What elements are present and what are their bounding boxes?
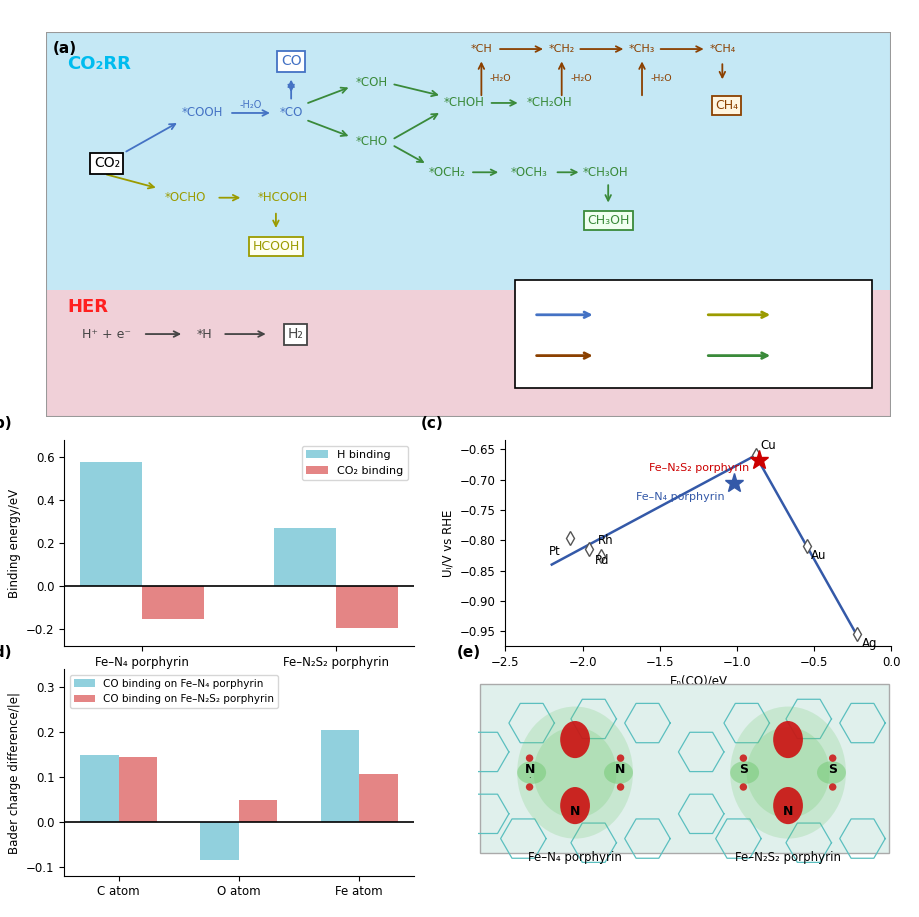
Text: -H₂O: -H₂O — [239, 100, 262, 110]
Bar — [516, 280, 872, 388]
Text: CH₃OH: CH₃OH — [788, 349, 830, 362]
Ellipse shape — [617, 755, 624, 762]
X-axis label: Eₙ(CO)/eV: Eₙ(CO)/eV — [669, 675, 728, 688]
Text: H⁺ + e⁻: H⁺ + e⁻ — [83, 327, 131, 340]
Bar — [46, 32, 891, 290]
Text: *CH₂: *CH₂ — [549, 44, 574, 54]
Text: CH₃OH: CH₃OH — [587, 215, 630, 227]
Text: CO: CO — [281, 54, 301, 69]
Ellipse shape — [829, 755, 836, 762]
Ellipse shape — [561, 721, 590, 758]
Text: -H₂O: -H₂O — [571, 73, 592, 83]
Ellipse shape — [731, 706, 845, 838]
Ellipse shape — [773, 721, 803, 758]
Bar — [200, 822, 239, 860]
Text: *COOH: *COOH — [182, 106, 223, 119]
Text: Rh: Rh — [598, 534, 614, 547]
Text: CO₂: CO₂ — [94, 156, 119, 170]
Text: Au: Au — [811, 549, 827, 562]
Bar — [46, 290, 891, 417]
Text: *CH₃OH: *CH₃OH — [583, 166, 629, 179]
Ellipse shape — [561, 787, 590, 824]
Bar — [80, 755, 119, 822]
Text: *OCH₂: *OCH₂ — [429, 166, 466, 179]
Text: Ag: Ag — [862, 637, 878, 650]
Text: CH₄: CH₄ — [715, 99, 738, 112]
Legend: CO binding on Fe–N₄ porphyrin, CO binding on Fe–N₂S₂ porphyrin: CO binding on Fe–N₄ porphyrin, CO bindin… — [70, 675, 278, 708]
Text: CH₄: CH₄ — [610, 349, 633, 362]
Text: *CH₄: *CH₄ — [709, 44, 735, 54]
Text: S: S — [739, 763, 748, 776]
Text: *OCH₃: *OCH₃ — [511, 166, 548, 179]
Text: Fe–N₄ porphyrin: Fe–N₄ porphyrin — [636, 492, 725, 502]
Ellipse shape — [617, 783, 624, 790]
Bar — [359, 774, 398, 822]
Text: *OCHO: *OCHO — [165, 192, 206, 204]
Text: -H₂O: -H₂O — [651, 73, 673, 83]
Text: (d): (d) — [0, 645, 12, 660]
Text: CO₂RR Products: CO₂RR Products — [634, 288, 753, 301]
Text: *H: *H — [197, 327, 212, 340]
Text: *CO: *CO — [279, 106, 303, 119]
Bar — [335, 586, 398, 628]
Text: N: N — [570, 805, 580, 818]
Text: (e): (e) — [458, 645, 482, 660]
Y-axis label: Binding energy/eV: Binding energy/eV — [7, 489, 20, 598]
Bar — [142, 586, 204, 619]
Text: *CH₂OH: *CH₂OH — [527, 96, 572, 109]
Ellipse shape — [731, 761, 759, 784]
Bar — [119, 757, 157, 822]
Text: HER: HER — [67, 298, 108, 315]
Text: (a): (a) — [52, 41, 77, 56]
Y-axis label: Bader charge difference/|e|: Bader charge difference/|e| — [7, 691, 20, 854]
Bar — [239, 801, 278, 822]
Ellipse shape — [740, 755, 747, 762]
Text: (c): (c) — [421, 415, 443, 431]
Text: HCOOH: HCOOH — [788, 308, 834, 321]
Text: (b): (b) — [0, 415, 12, 431]
Ellipse shape — [517, 706, 633, 838]
Bar — [480, 684, 890, 853]
Ellipse shape — [526, 755, 533, 762]
Text: Fe–N₂S₂ porphyrin: Fe–N₂S₂ porphyrin — [735, 851, 841, 864]
Text: H₂: H₂ — [288, 327, 303, 341]
Text: *CHOH: *CHOH — [444, 96, 485, 109]
Text: *CH₃: *CH₃ — [629, 44, 655, 54]
Bar — [274, 528, 335, 586]
Ellipse shape — [829, 783, 836, 790]
Text: CO₂RR: CO₂RR — [67, 55, 131, 73]
Text: *CH: *CH — [471, 44, 493, 54]
Text: Cu: Cu — [760, 438, 776, 452]
Text: HCOOH: HCOOH — [253, 239, 300, 253]
Bar — [80, 461, 142, 586]
Y-axis label: Uₗ/V vs RHE: Uₗ/V vs RHE — [441, 510, 454, 577]
Text: .: . — [528, 771, 531, 780]
Text: -H₂O: -H₂O — [490, 73, 512, 83]
Ellipse shape — [604, 761, 633, 784]
Text: S: S — [828, 763, 837, 776]
Text: *COH: *COH — [356, 76, 388, 89]
Ellipse shape — [517, 761, 546, 784]
Legend: H binding, CO₂ binding: H binding, CO₂ binding — [301, 446, 408, 481]
Text: CO: CO — [610, 308, 629, 321]
Text: Fe–N₄ porphyrin: Fe–N₄ porphyrin — [528, 851, 622, 864]
Text: Pd: Pd — [595, 554, 609, 567]
Text: N: N — [783, 805, 793, 818]
Text: *HCOOH: *HCOOH — [257, 192, 308, 204]
Text: Fe–N₂S₂ porphyrin: Fe–N₂S₂ porphyrin — [649, 462, 749, 472]
Text: N: N — [616, 763, 626, 776]
Text: *CHO: *CHO — [356, 135, 388, 148]
Text: N: N — [525, 763, 535, 776]
Bar — [321, 730, 359, 822]
Text: Pt: Pt — [550, 545, 561, 558]
Ellipse shape — [746, 727, 830, 818]
Ellipse shape — [817, 761, 845, 784]
Ellipse shape — [526, 783, 533, 790]
Ellipse shape — [773, 787, 803, 824]
Ellipse shape — [534, 727, 617, 818]
Ellipse shape — [740, 783, 747, 790]
